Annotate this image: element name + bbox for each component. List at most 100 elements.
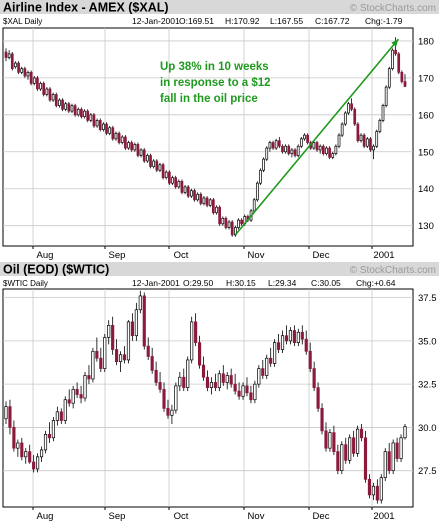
y-tick-label: 140 (418, 184, 434, 195)
x-tick-label: Dec (313, 511, 330, 522)
candle-body (149, 155, 152, 167)
candle-body (95, 350, 99, 359)
candle-body (343, 112, 347, 125)
candle-body (391, 49, 394, 69)
candle-body (269, 357, 273, 364)
candle-body (146, 345, 150, 357)
y-tick-label: 30.0 (418, 423, 437, 434)
candle-body (199, 193, 203, 204)
quote-change: Chg:+0.64 (356, 278, 396, 288)
candle-body (12, 427, 16, 449)
candle-body (42, 83, 46, 95)
candle-body (79, 394, 83, 399)
candle-body (105, 123, 108, 134)
candle-body (308, 350, 312, 369)
candle-body (95, 120, 99, 127)
candle-body (281, 145, 284, 153)
candle-body (391, 442, 395, 472)
candle-body (381, 105, 385, 121)
watermark: © StockCharts.com (350, 3, 436, 14)
candle-body (337, 134, 341, 147)
candle-body (212, 199, 215, 214)
candle-body (55, 411, 59, 421)
candle-body (233, 383, 237, 392)
series-label: $WTIC Daily (3, 279, 48, 288)
candle-body (28, 451, 32, 463)
candle-body (359, 134, 363, 142)
candle-body (10, 53, 14, 69)
candle-body (51, 94, 55, 101)
candle-body (136, 144, 140, 156)
candle-body (328, 432, 332, 449)
candle-body (190, 190, 193, 197)
candle-body (348, 437, 352, 461)
candle-body (257, 368, 261, 385)
watermark: © StockCharts.com (350, 265, 436, 276)
candle-body (32, 461, 36, 470)
trend-arrowhead (391, 39, 399, 47)
candle-body (73, 105, 77, 116)
x-tick-label: Nov (248, 511, 265, 522)
candle-body (249, 392, 253, 401)
candle-body (51, 420, 55, 439)
candle-body (114, 132, 118, 140)
candle-body (218, 206, 221, 225)
candle-body (369, 138, 372, 151)
candle-body (296, 331, 300, 343)
candle-body (224, 217, 228, 228)
candle-body (70, 105, 74, 112)
candle-body (336, 451, 340, 472)
candle-body (45, 88, 49, 95)
candle-body (180, 180, 184, 193)
candle-body (262, 158, 265, 171)
candle-body (117, 132, 121, 143)
candle-body (16, 442, 20, 449)
quote-low: L:29.34 (268, 278, 297, 288)
series-label: $XAL Daily (3, 17, 42, 26)
candle-body (182, 376, 186, 388)
y-tick-label: 37.5 (418, 293, 437, 304)
candle-body (259, 169, 262, 184)
annotation-line: fall in the oil price (160, 93, 258, 105)
candle-body (71, 388, 75, 404)
candle-body (356, 428, 360, 454)
candle-body (372, 145, 375, 151)
candle-body (14, 62, 17, 68)
quote-high: H:170.92 (225, 16, 260, 26)
candle-body (122, 354, 127, 361)
candle-body (375, 485, 379, 501)
y-tick-label: 130 (418, 221, 434, 232)
candle-body (39, 449, 44, 458)
candle-body (130, 321, 134, 337)
candle-body (225, 375, 229, 383)
candle-body (367, 478, 372, 496)
candle-body (261, 368, 265, 376)
candle-body (190, 321, 194, 361)
candle-body (142, 149, 146, 162)
candle-body (155, 160, 159, 171)
candle-body (353, 108, 357, 125)
candle-body (177, 180, 181, 188)
candle-body (315, 142, 319, 151)
candle-body (321, 145, 325, 154)
candle-body (312, 142, 316, 149)
candle-body (340, 123, 344, 136)
candle-body (120, 136, 124, 143)
candle-body (296, 145, 300, 156)
candle-body (240, 219, 243, 225)
candle-body (255, 182, 259, 201)
y-tick-label: 180 (418, 36, 434, 47)
candle-body (61, 99, 64, 110)
candle-body (237, 390, 241, 397)
candle-body (75, 388, 79, 395)
candle-body (63, 399, 67, 421)
candle-body (356, 123, 360, 142)
candle-body (371, 485, 375, 496)
candle-body (215, 206, 218, 214)
x-tick-label: Oct (174, 511, 189, 522)
candle-body (174, 177, 178, 188)
y-tick-label: 32.5 (418, 380, 437, 391)
quote-high: H:30.15 (226, 278, 256, 288)
candle-body (130, 142, 134, 151)
candle-body (103, 337, 107, 369)
